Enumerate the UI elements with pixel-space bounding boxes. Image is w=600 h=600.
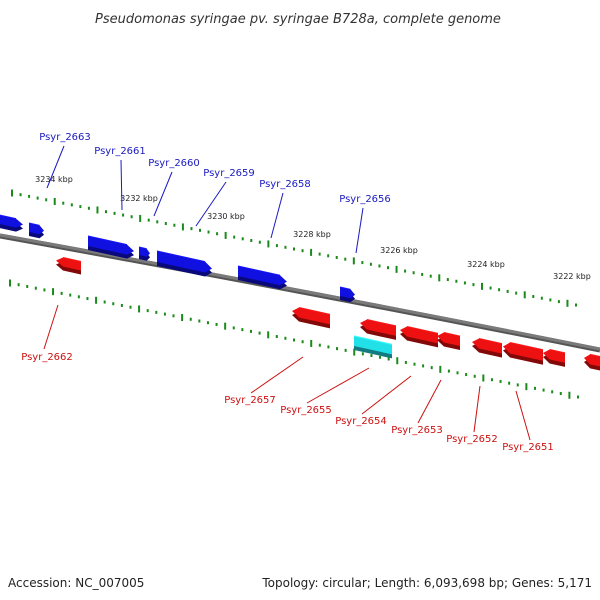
highlighted-gene-arrow-edge xyxy=(353,335,393,345)
reverse-gene-arrow-face xyxy=(400,326,438,344)
reverse-gene-arrow[interactable] xyxy=(472,338,503,358)
reverse-gene-arrow[interactable] xyxy=(56,257,82,275)
gene-leader-line xyxy=(515,390,531,441)
highlighted-gene-arrow[interactable] xyxy=(353,335,393,359)
gene-leader-line xyxy=(417,379,442,424)
reverse-gene-arrow[interactable] xyxy=(360,319,397,340)
reverse-gene-arrow-face xyxy=(584,354,600,367)
genome-title: Pseudomonas syringae pv. syringae B728a,… xyxy=(95,12,501,27)
reverse-gene-arrow-edge xyxy=(509,342,544,351)
forward-gene-arrow-face xyxy=(88,236,134,255)
reverse-gene-arrow-edge xyxy=(549,348,566,354)
forward-gene-arrow[interactable] xyxy=(138,246,150,261)
forward-gene-arrow-face xyxy=(238,266,287,286)
forward-gene-arrow-edge xyxy=(87,235,128,246)
reverse-gene-arrow[interactable] xyxy=(503,342,544,365)
gene-leader-line xyxy=(195,181,227,227)
forward-gene-arrow-face xyxy=(29,223,44,235)
forward-gene-arrow-edge xyxy=(28,222,40,226)
gene-label[interactable]: Psyr_2661 xyxy=(94,146,146,157)
gene-leader-line xyxy=(355,207,364,254)
gene-leader-line xyxy=(43,304,59,350)
reverse-gene-arrow-edge xyxy=(366,319,397,327)
forward-gene-arrow-edge xyxy=(138,246,147,250)
gene-label[interactable]: Psyr_2660 xyxy=(148,158,200,169)
reverse-gene-arrow-face xyxy=(360,319,396,336)
gene-label[interactable]: Psyr_2659 xyxy=(203,168,255,179)
scale-label: 3230 kbp xyxy=(207,212,245,221)
gene-leader-line xyxy=(270,192,284,239)
forward-gene-arrow[interactable] xyxy=(156,250,212,277)
forward-gene-arrow-face xyxy=(340,287,355,299)
reverse-gene-arrow-edge xyxy=(443,332,461,337)
scale-label: 3228 kbp xyxy=(293,230,331,239)
gene-features xyxy=(0,214,600,371)
forward-gene-arrow-face xyxy=(157,251,212,273)
forward-gene-arrow[interactable] xyxy=(87,235,134,259)
forward-gene-arrow-edge xyxy=(237,265,281,276)
forward-gene-arrow-face xyxy=(139,247,150,257)
highlighted-gene-arrow-face xyxy=(354,336,392,355)
reverse-gene-arrow[interactable] xyxy=(437,332,461,351)
gene-label[interactable]: Psyr_2651 xyxy=(502,442,554,453)
reverse-gene-arrow-face xyxy=(543,349,565,363)
scale-label: 3232 kbp xyxy=(120,194,158,203)
topology-summary: Topology: circular; Length: 6,093,698 bp… xyxy=(261,576,592,590)
scale-label: 3222 kbp xyxy=(553,272,591,281)
gene-leader-line xyxy=(361,375,412,415)
backbone-line xyxy=(0,233,600,351)
scale-label: 3224 kbp xyxy=(467,260,505,269)
gene-leader-line xyxy=(120,159,123,211)
reverse-gene-arrow-edge xyxy=(589,353,600,358)
gene-label[interactable]: Psyr_2662 xyxy=(21,352,73,363)
gene-leader-line xyxy=(153,171,173,217)
forward-gene-arrow[interactable] xyxy=(237,265,287,290)
forward-gene-arrow[interactable] xyxy=(28,222,44,239)
reverse-gene-arrow-edge xyxy=(478,338,503,345)
reverse-gene-arrow-edge xyxy=(298,307,331,315)
gene-label[interactable]: Psyr_2655 xyxy=(280,405,332,416)
scale-label: 3226 kbp xyxy=(380,246,418,255)
gene-label[interactable]: Psyr_2656 xyxy=(339,194,391,205)
reverse-gene-arrow-edge xyxy=(62,257,82,262)
reverse-gene-arrow[interactable] xyxy=(292,307,331,329)
gene-leader-line xyxy=(250,356,304,394)
gene-label[interactable]: Psyr_2663 xyxy=(39,132,91,143)
reverse-gene-arrow-face xyxy=(437,332,460,347)
gene-label[interactable]: Psyr_2654 xyxy=(335,416,387,427)
gene-label[interactable]: Psyr_2657 xyxy=(224,395,276,406)
reverse-gene-arrow-face xyxy=(292,307,330,325)
gene-leader-line xyxy=(306,367,370,404)
forward-gene-arrow-edge xyxy=(156,250,206,263)
backbone-shadow xyxy=(0,233,600,353)
reverse-gene-arrow-edge xyxy=(406,326,439,334)
gene-leader-line xyxy=(473,385,481,433)
scale-ticks: 3234 kbp 3232 kbp 3230 kbp 3228 kbp 3226 kbp… xyxy=(9,175,591,399)
reverse-gene-arrow-face xyxy=(503,342,543,361)
reverse-gene-arrow[interactable] xyxy=(400,326,439,348)
forward-gene-arrow[interactable] xyxy=(0,214,23,232)
reverse-gene-arrow-face xyxy=(56,257,81,271)
gene-label[interactable]: Psyr_2652 xyxy=(446,434,498,445)
gene-label[interactable]: Psyr_2653 xyxy=(391,425,443,436)
gene-label[interactable]: Psyr_2658 xyxy=(259,179,311,190)
gene-leader-line xyxy=(46,145,65,189)
forward-gene-arrow-edge xyxy=(339,286,351,290)
reverse-gene-arrow[interactable] xyxy=(543,348,566,367)
forward-gene-arrow[interactable] xyxy=(339,286,355,303)
reverse-gene-arrow[interactable] xyxy=(584,353,600,371)
genome-backbone xyxy=(0,233,600,353)
scale-label: 3234 kbp xyxy=(35,175,73,184)
accession-text: Accession: NC_007005 xyxy=(8,576,144,590)
forward-gene-arrow-face xyxy=(0,215,23,228)
forward-gene-arrow-edge xyxy=(0,214,17,220)
